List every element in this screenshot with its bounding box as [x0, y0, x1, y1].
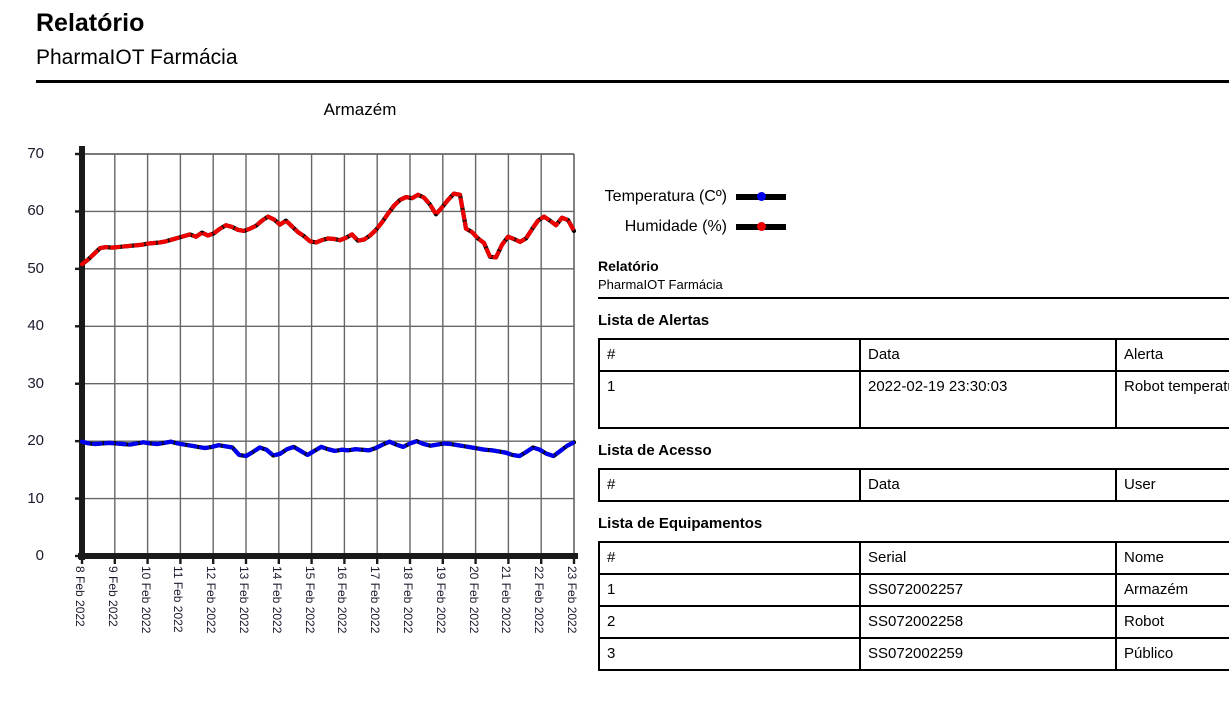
legend-marker-dot-humidade — [757, 222, 766, 231]
table-cell: 3 — [598, 637, 861, 671]
y-axis-tick-label: 50 — [27, 259, 44, 277]
legend-marker-dot-temperatura — [757, 192, 766, 201]
y-axis-tick-label: 30 — [27, 374, 44, 392]
table-cell: SS072002259 — [859, 637, 1117, 671]
section-heading-alerts: Lista de Alertas — [598, 312, 710, 329]
x-axis-tick-label: 19 Feb 2022 — [433, 566, 448, 634]
table-cell: Robot temperatura aba — [1115, 370, 1229, 429]
table-row: 1 SS072002257 Armazém — [598, 573, 1229, 607]
table-cell: Armazém — [1115, 573, 1229, 607]
column-header: # — [598, 468, 861, 502]
x-axis-tick-label: 9 Feb 2022 — [105, 566, 120, 627]
table-row: 3 SS072002259 Público — [598, 637, 1229, 671]
equipment-table-wrapper: # Serial Nome 1 SS072002257 Armazém 2 SS… — [598, 541, 1229, 671]
page-title: Relatório — [36, 9, 145, 37]
y-axis-tick-label: 0 — [35, 547, 44, 564]
chart-canvas — [75, 146, 578, 564]
table-cell: 1 — [598, 573, 861, 607]
alerts-table-wrapper: # Data Alerta 1 2022-02-19 23:30:03 Robo… — [598, 338, 1229, 429]
table-cell: SS072002258 — [859, 605, 1117, 639]
access-table-wrapper: # Data User — [598, 468, 1229, 502]
x-axis-tick-label: 18 Feb 2022 — [401, 566, 415, 634]
x-axis-tick-label: 15 Feb 2022 — [302, 566, 317, 634]
column-header: Data — [859, 468, 1117, 502]
table-cell: Público — [1115, 637, 1229, 671]
column-header: User — [1115, 468, 1229, 502]
table-header-row: # Data Alerta — [598, 338, 1229, 372]
panel-subtitle: PharmaIOT Farmácia — [598, 277, 723, 292]
table-cell: 1 — [598, 370, 861, 429]
chart-title: Armazém — [323, 100, 397, 119]
table-header-row: # Serial Nome — [598, 541, 1229, 575]
x-axis-tick-label: 22 Feb 2022 — [532, 566, 547, 634]
legend-swatch-temperatura — [736, 192, 786, 201]
table-header-row: # Data User — [598, 468, 1229, 502]
column-header: Alerta — [1115, 338, 1229, 372]
x-axis-tick-label: 17 Feb 2022 — [368, 566, 383, 634]
alerts-table: # Data Alerta 1 2022-02-19 23:30:03 Robo… — [598, 338, 1229, 429]
legend-label-humidade: Humidade (%) — [624, 218, 727, 235]
column-header: # — [598, 338, 861, 372]
x-axis-tick-label: 23 Feb 2022 — [565, 566, 579, 634]
x-axis-tick-label: 20 Feb 2022 — [466, 566, 481, 634]
report-panel: Relatório PharmaIOT Farmácia Lista de Al… — [598, 258, 1229, 671]
y-axis-tick-label: 10 — [27, 489, 44, 507]
y-axis-tick-label: 70 — [27, 145, 44, 162]
legend-label-temperatura: Temperatura (Cº) — [604, 188, 727, 205]
column-header: # — [598, 541, 861, 575]
table-row: 2 SS072002258 Robot — [598, 605, 1229, 639]
column-header: Serial — [859, 541, 1117, 575]
x-axis-tick-label: 11 Feb 2022 — [171, 566, 186, 633]
equipment-table: # Serial Nome 1 SS072002257 Armazém 2 SS… — [598, 541, 1229, 671]
y-axis-tick-label: 60 — [27, 202, 44, 220]
access-table: # Data User — [598, 468, 1229, 502]
line-chart: 0 10 20 30 40 50 60 70 8 Feb 2022 9 Feb 2022 10 F… — [0, 130, 600, 633]
legend-item-humidade: Humidade (%) — [566, 212, 786, 242]
x-axis-tick-label: 21 Feb 2022 — [499, 566, 514, 634]
column-header: Nome — [1115, 541, 1229, 575]
table-cell: Robot — [1115, 605, 1229, 639]
section-heading-equipamentos: Lista de Equipamentos — [598, 515, 763, 532]
table-cell: SS072002257 — [859, 573, 1117, 607]
section-heading-acesso: Lista de Acesso — [598, 442, 712, 459]
panel-title: Relatório — [598, 258, 659, 274]
x-axis-tick-label: 8 Feb 2022 — [73, 566, 87, 627]
x-axis-tick-label: 16 Feb 2022 — [335, 566, 350, 634]
y-axis-tick-label: 40 — [27, 317, 44, 335]
legend-swatch-humidade — [736, 222, 786, 231]
x-axis-tick-label: 10 Feb 2022 — [138, 566, 153, 634]
column-header: Data — [859, 338, 1117, 372]
table-row: 1 2022-02-19 23:30:03 Robot temperatura … — [598, 370, 1229, 429]
panel-divider — [598, 297, 1229, 299]
legend-item-temperatura: Temperatura (Cº) — [566, 182, 786, 212]
table-cell: 2022-02-19 23:30:03 — [859, 370, 1117, 429]
header-divider — [36, 80, 1229, 83]
y-axis-tick-label: 20 — [27, 432, 44, 450]
page-subtitle: PharmaIOT Farmácia — [36, 46, 238, 69]
x-axis-tick-label: 12 Feb 2022 — [204, 566, 219, 634]
x-axis-tick-label: 14 Feb 2022 — [269, 566, 284, 634]
chart-legend: Temperatura (Cº) Humidade (%) — [566, 182, 786, 242]
table-cell: 2 — [598, 605, 861, 639]
x-axis-tick-label: 13 Feb 2022 — [237, 566, 251, 634]
